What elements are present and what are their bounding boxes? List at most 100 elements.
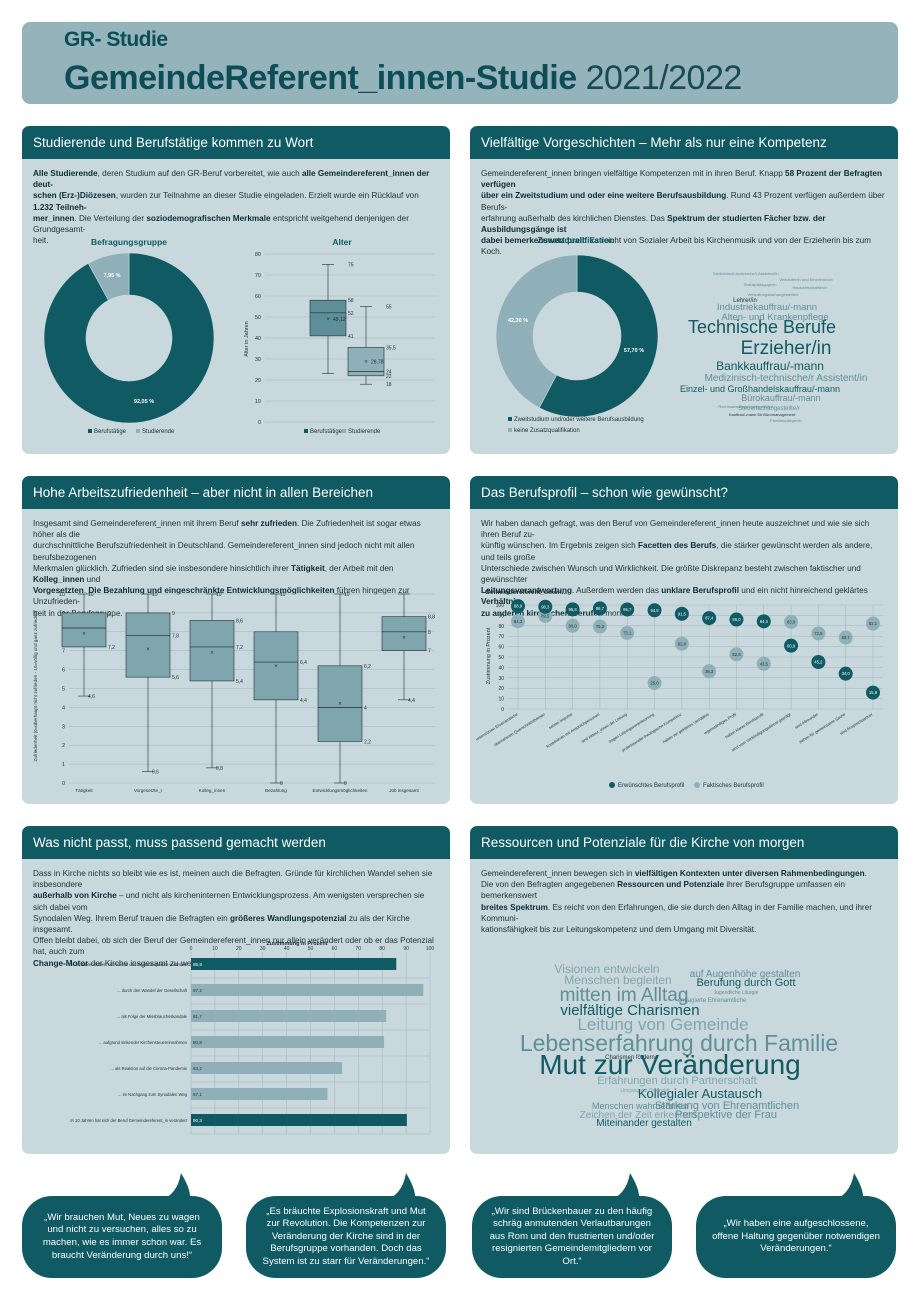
point-erwuenscht xyxy=(674,606,689,621)
box xyxy=(61,612,107,648)
donut-2-label-b: 42,30 % xyxy=(508,318,528,324)
box xyxy=(347,347,385,377)
y-tick-label: 1 xyxy=(62,762,65,768)
x-tick-label: unterstützen Ehrenamtliche xyxy=(475,711,520,741)
box xyxy=(253,631,299,701)
word: Familienpfleger/in xyxy=(770,418,802,423)
box xyxy=(317,665,363,742)
x-tick-label: 70 xyxy=(356,946,362,952)
zufriedenheit-ylabel: Zufriedenheit (0=überhaupt nicht zufried… xyxy=(33,610,38,761)
point-faktisch xyxy=(866,616,880,631)
y-tick-label: 20 xyxy=(255,378,261,384)
point-erwuenscht xyxy=(592,601,607,616)
bar-value: 80,8 xyxy=(193,1040,202,1045)
bar-value: 81,7 xyxy=(193,1014,202,1019)
point-label: 72,6 xyxy=(814,631,823,636)
word: vielfältige Charismen xyxy=(560,1002,699,1019)
point-label: 86,0 xyxy=(732,617,741,622)
word: Alten- und Krankenpflege xyxy=(721,312,828,323)
word: mitten im Alltag xyxy=(560,985,689,1006)
word: Jugendliche Liturgie xyxy=(714,990,759,996)
word: Bürokauffrau/-mann xyxy=(741,393,820,403)
value-label: 22 xyxy=(386,374,392,380)
bar xyxy=(191,1114,407,1126)
word: Lehrer/in xyxy=(733,298,757,304)
x-tick-label: sind Akteur_innen der Leitung xyxy=(580,712,628,744)
bar-value: 57,1 xyxy=(193,1092,202,1097)
point-label: 15,8 xyxy=(869,690,878,695)
value-label: 7,2 xyxy=(236,645,243,651)
legend-berufstaetige-2: Berufstätige xyxy=(310,429,343,435)
berufsprofil-ylabel: Zustimmung in Prozent xyxy=(486,627,492,684)
quote-4: „Wir haben eine aufgeschlossene, offene … xyxy=(696,1196,896,1278)
donut-slice xyxy=(87,252,130,301)
x-tick-label: 90 xyxy=(403,946,409,952)
point-label: 98,9 xyxy=(514,604,523,609)
panel-berufsprofil: Das Berufsprofil – schon wie gewünscht? … xyxy=(470,476,898,804)
bar xyxy=(191,1036,385,1048)
donut-slice xyxy=(538,254,659,418)
value-label: 2,2 xyxy=(364,739,371,745)
word: Industriekauffrau/-mann xyxy=(717,302,817,313)
point-label: 79,3 xyxy=(596,624,605,629)
mean-marker: × xyxy=(326,317,330,323)
y-tick-label: 80 xyxy=(255,252,261,258)
box xyxy=(381,616,427,651)
bar xyxy=(191,1088,328,1100)
x-tick-label: übernehmen Querschnittsthemen xyxy=(493,712,546,748)
value-label: 6,4 xyxy=(300,660,307,666)
panel-5-chart: Zustimmung in Prozent 0 10 20 30 40 50 60 70 80 9… xyxy=(70,941,434,1135)
word: Stärkung von Ehrenamtlichen xyxy=(655,1100,799,1112)
value-label: 4,4 xyxy=(408,698,415,704)
y-tick-label: 40 xyxy=(255,336,261,342)
donut-2-label-a: 57,70 % xyxy=(624,348,644,354)
bar-label: ... aufgrund sinkender Kirchensteuereinn… xyxy=(99,1040,188,1045)
x-tick-label: 30 xyxy=(260,946,266,952)
bar-label: In 10 Jahren hat sich der Beruf Gemeinde… xyxy=(70,1118,187,1123)
word: Medizinisch-technische/r Assistent/in xyxy=(705,373,868,384)
bar-value: 90,3 xyxy=(193,1118,202,1123)
y-tick-label: 6 xyxy=(62,668,65,674)
mean-marker: × xyxy=(402,635,406,641)
bar xyxy=(191,984,424,996)
legend-berufstaetige: Berufstätige xyxy=(94,429,127,435)
bar-label: ... durch den Wandel der Gesellschaft xyxy=(117,988,188,993)
point-faktisch xyxy=(647,676,662,690)
panel-title: Studierende und Berufstätige kommen zu W… xyxy=(22,126,450,159)
panel-4-chart: Gemeindereferent_innen... Zustimmung in … xyxy=(475,589,883,789)
value-label: 4 xyxy=(364,705,367,711)
panel-teilnehmende: Studierende und Berufstätige kommen zu W… xyxy=(22,126,450,454)
value-label: 4,4 xyxy=(300,698,307,704)
word: Kauffrau/-mann für Büromanagement xyxy=(729,412,796,417)
point-faktisch xyxy=(592,619,607,634)
point-erwuenscht xyxy=(620,602,635,617)
quote-tail-4 xyxy=(830,1173,863,1201)
point-erwuenscht xyxy=(729,612,744,627)
y-tick-label: 60 xyxy=(498,645,504,651)
bar-value: 85,9 xyxy=(193,962,202,967)
value-label: 10 xyxy=(344,592,350,598)
panel-title: Hohe Arbeitszufriedenheit – aber nicht i… xyxy=(22,476,450,509)
point-label: 52,6 xyxy=(732,652,741,657)
value-label: 41 xyxy=(348,334,354,340)
y-tick-label: 90 xyxy=(498,613,504,619)
word: Einzel- und Großhandelskauffrau/-mann xyxy=(680,384,840,394)
word: engagierte Ehrenamtliche xyxy=(678,998,747,1004)
panel-1-charts: Befragungsgruppe 92,05 % 7,95 % Berufstä… xyxy=(43,237,435,435)
panel-text: Dass in Kirche nichts so bleibt wie es i… xyxy=(33,869,434,968)
legend-zweitstudium: Zweitstudium und/oder weitere Berufsausb… xyxy=(514,417,644,423)
panel-title: Das Berufsprofil – schon wie gewünscht? xyxy=(470,476,898,509)
berufsprofil-chart-title: Gemeindereferent_innen... xyxy=(485,589,567,596)
panel-zufriedenheit: Hohe Arbeitszufriedenheit – aber nicht i… xyxy=(22,476,450,804)
point-erwuenscht xyxy=(702,611,717,626)
y-tick-label: 10 xyxy=(59,592,65,598)
point-label: 80,0 xyxy=(569,623,578,628)
mean-marker: × xyxy=(338,702,342,708)
scatter-berufsprofil: 0 10 20 30 40 50 60 70 80 90 100 unterstützen Ehren… xyxy=(475,599,883,753)
point-erwuenscht xyxy=(811,654,826,669)
value-label: 8,8 xyxy=(428,615,435,621)
x-tick-label: Entwicklungsmöglichkeiten xyxy=(313,788,368,793)
panel-title: Vielfältige Vorgeschichten – Mehr als nu… xyxy=(470,126,898,159)
point-faktisch xyxy=(620,625,635,640)
y-tick-label: 20 xyxy=(498,686,504,692)
